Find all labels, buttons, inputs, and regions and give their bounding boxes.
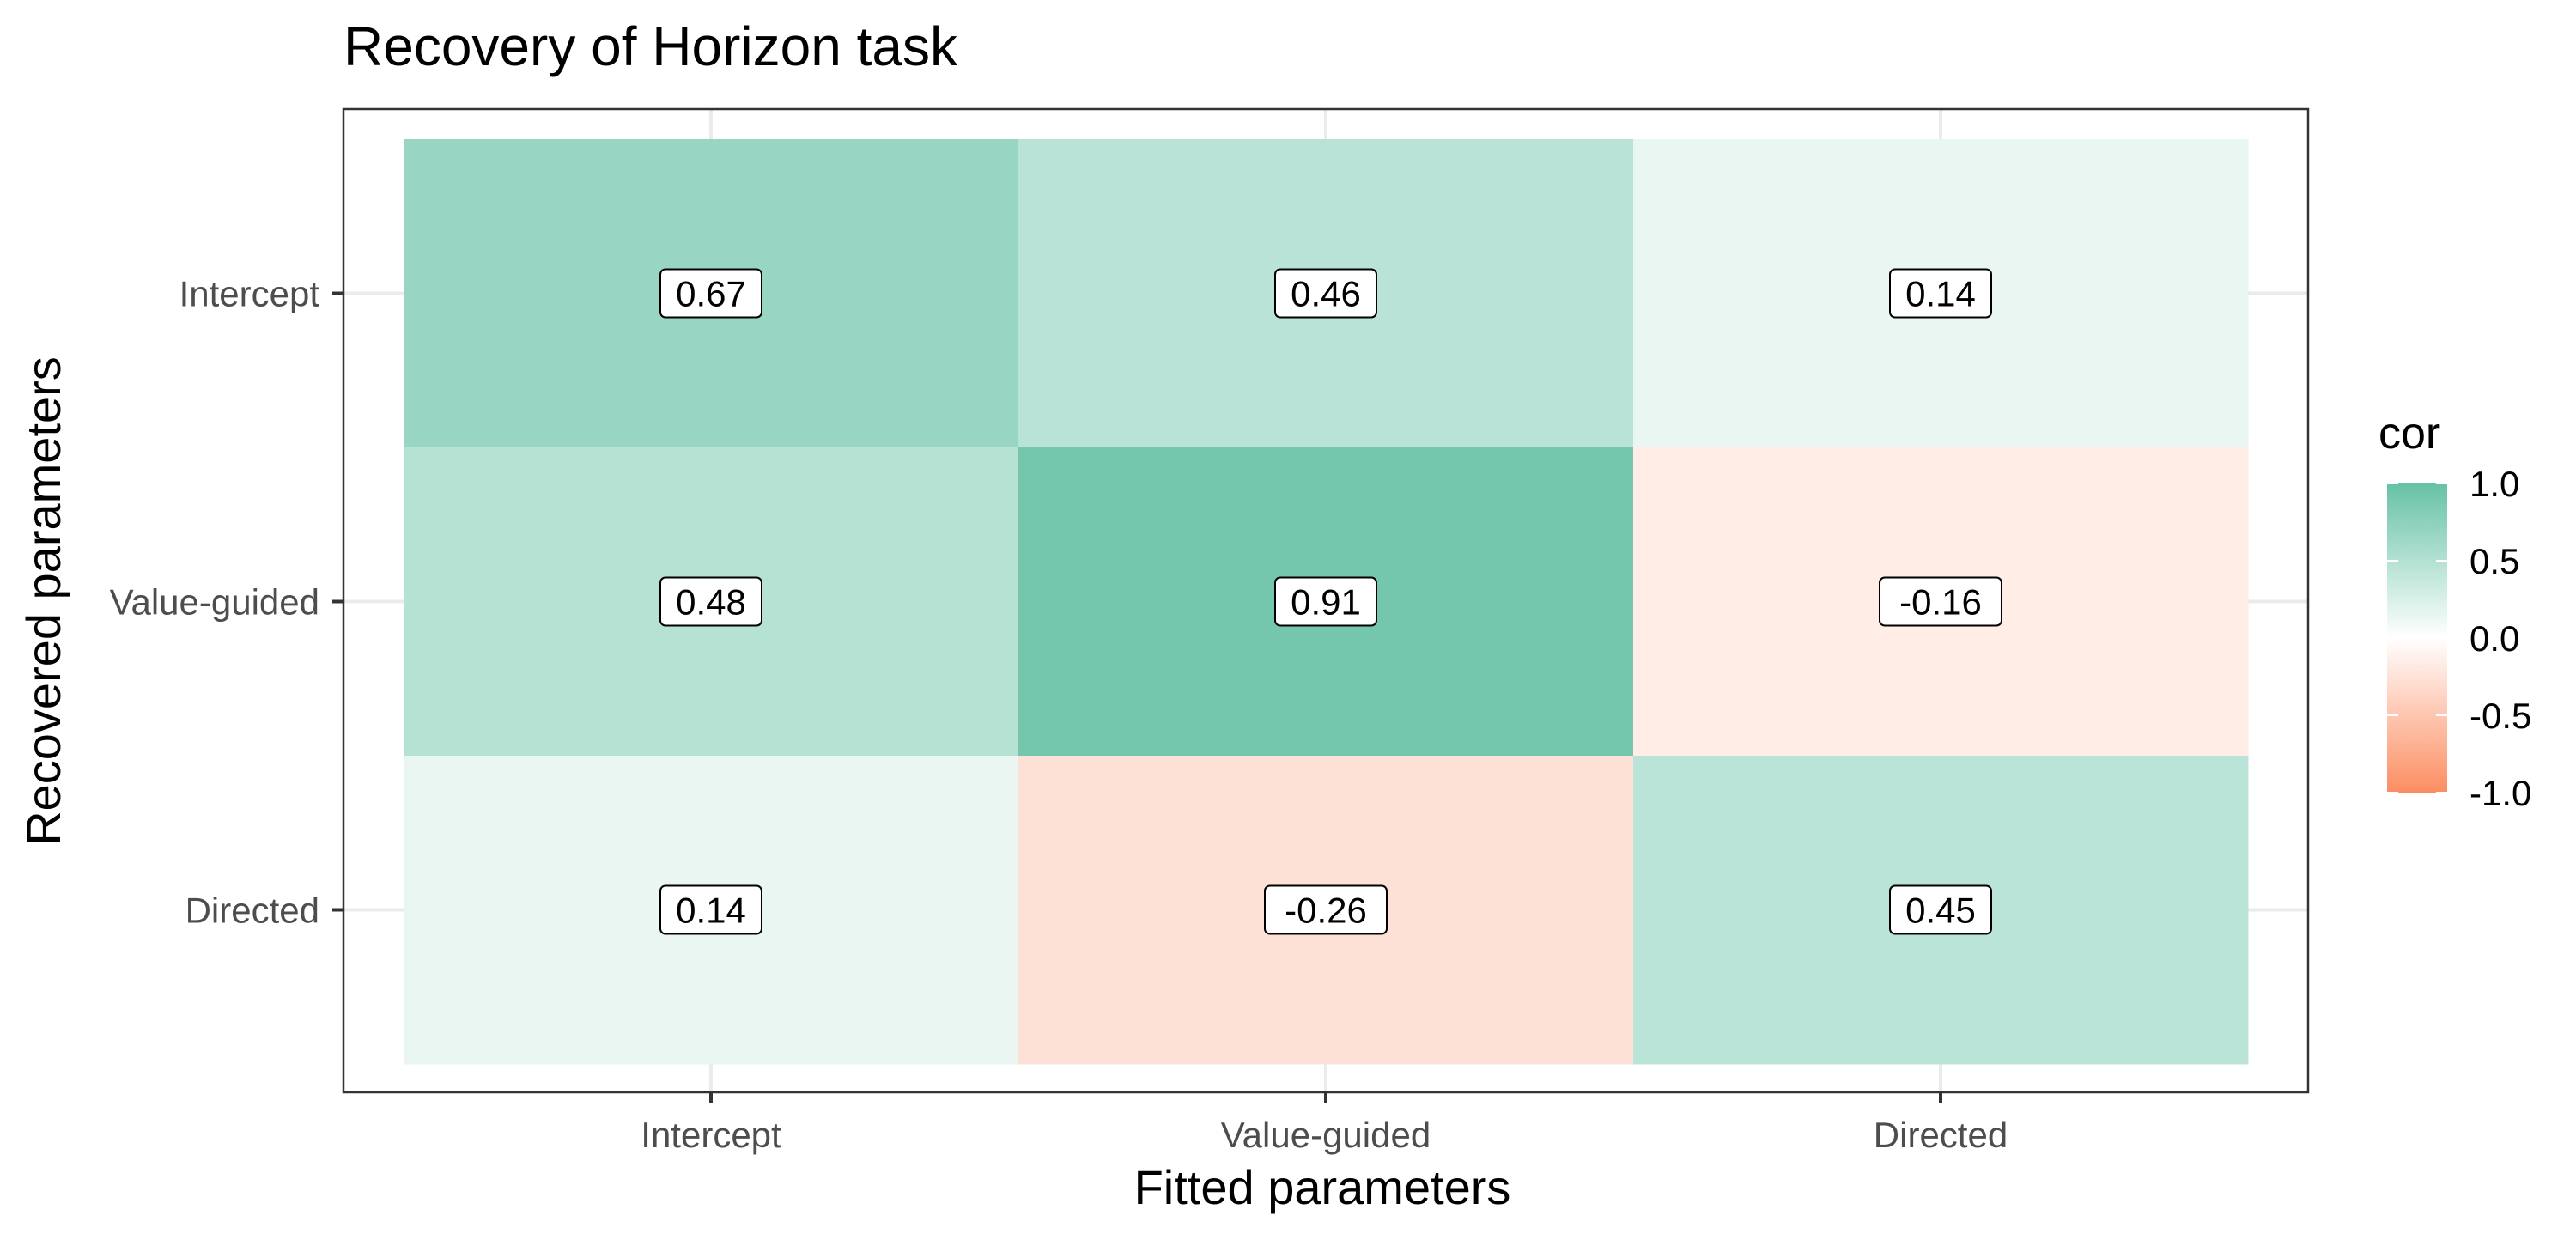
cell-value-text: 0.14: [1905, 274, 1976, 314]
cell-label: 0.14: [659, 884, 762, 935]
cell-label: -0.26: [1264, 884, 1388, 935]
cell-label-box: [659, 268, 762, 319]
x-tick-label: Value-guided: [1221, 1115, 1431, 1155]
cell-label: 0.46: [1274, 268, 1377, 319]
cell-label: 0.67: [659, 268, 762, 319]
cell-value-text: 0.91: [1291, 582, 1361, 623]
cell-label-box: [1264, 884, 1388, 935]
cell-label: 0.45: [1889, 884, 1992, 935]
cell-value-text: 0.48: [676, 582, 746, 623]
cell-value-text: 0.67: [676, 274, 746, 314]
cell-label-box: [659, 576, 762, 627]
legend-title: cor: [2379, 409, 2440, 459]
x-axis: Intercept Value-guided Directed: [641, 1092, 2008, 1155]
cell-value-text: -0.26: [1285, 891, 1367, 931]
cell-label-box: [1879, 576, 2002, 627]
y-tick-label: Directed: [185, 891, 319, 931]
legend-tick-label: -0.5: [2470, 696, 2531, 736]
cell-label-box: [1889, 884, 1992, 935]
cell-label-box: [1889, 268, 1992, 319]
cell-value-text: 0.45: [1905, 891, 1976, 931]
cell-label: 0.91: [1274, 576, 1377, 627]
color-legend: cor 1.0 0.5 0.0 -0.5 -1.0: [2379, 409, 2531, 813]
y-tick-label: Value-guided: [110, 582, 319, 623]
cell-value-text: 0.14: [676, 891, 746, 931]
x-axis-title: Fitted parameters: [1134, 1160, 1511, 1214]
cell-label-box: [659, 884, 762, 935]
cell-label-box: [1274, 268, 1377, 319]
legend-tick-label: 0.0: [2470, 618, 2519, 659]
cell-label: -0.16: [1879, 576, 2002, 627]
cell-value-labels: 0.67 0.46 0.14 0.48 0.91 -0.16 0.14 -0.26 0.45: [342, 107, 2310, 1094]
cell-value-text: -0.16: [1899, 582, 1982, 623]
legend-tick-label: 0.5: [2470, 541, 2519, 581]
legend-tick-label: -1.0: [2470, 773, 2531, 813]
legend-tick-label: 1.0: [2470, 464, 2519, 504]
y-axis: Intercept Value-guided Directed: [110, 274, 343, 931]
chart-title: Recovery of Horizon task: [343, 15, 958, 77]
cell-label: 0.14: [1889, 268, 1992, 319]
x-tick-label: Intercept: [641, 1115, 781, 1155]
x-tick-label: Directed: [1874, 1115, 2008, 1155]
cell-label: 0.48: [659, 576, 762, 627]
y-axis-title: Recovered parameters: [16, 356, 70, 846]
cell-value-text: 0.46: [1291, 274, 1361, 314]
y-tick-label: Intercept: [179, 274, 320, 314]
cell-label-box: [1274, 576, 1377, 627]
